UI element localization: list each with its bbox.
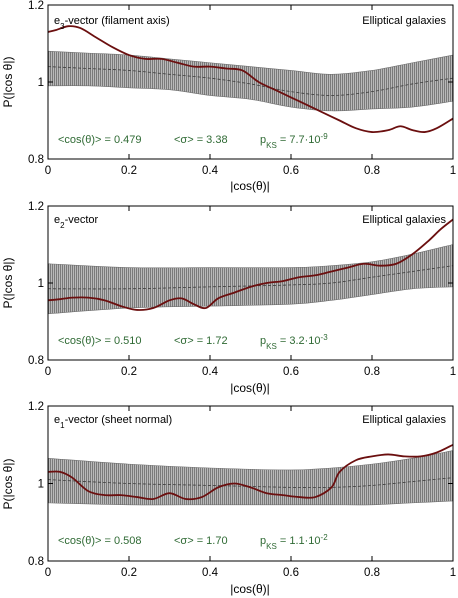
y-tick-label: 1: [38, 479, 44, 491]
y-tick-label: 1.2: [28, 201, 44, 213]
stat-pks: pKS = 7.7·10-9: [260, 132, 328, 150]
y-axis-label: P(|cos θ|): [1, 258, 15, 309]
y-tick-label: 0.8: [28, 154, 44, 166]
median-line: [47, 477, 454, 489]
y-tick-label: 1: [38, 278, 44, 290]
x-tick-label: 0.8: [364, 366, 380, 378]
galaxy-label: Elliptical galaxies: [362, 414, 446, 426]
x-tick-label: 0.2: [121, 567, 137, 579]
scatter-band: [48, 244, 453, 314]
x-tick-label: 0.8: [364, 165, 380, 177]
y-tick-label: 0.8: [28, 355, 44, 367]
band-lower-edge: [47, 500, 454, 506]
y-tick-label: 1.2: [28, 401, 44, 413]
x-tick-label: 0.4: [202, 567, 219, 579]
y-axis-label: P(|cos θ|): [1, 459, 15, 510]
data-line: [47, 218, 454, 311]
stat-sigma: <σ> = 1.72: [174, 335, 228, 347]
stat-mean: <cos(θ)> = 0.510: [58, 335, 141, 347]
x-tick-label: 0.6: [283, 567, 299, 579]
plot-area: 0 0.2 0.4 0.6 0.8 1 0.8 1 1.2: [28, 0, 456, 177]
y-tick-label: 1: [38, 77, 44, 89]
panel-e3: 0 0.2 0.4 0.6 0.8 1 0.8 1 1.2 e3-vector (filamen…: [1, 0, 456, 193]
y-axis-label: P(|cos θ|): [1, 57, 15, 108]
plot-area: 0 0.2 0.4 0.6 0.8 1 0.8 1 1.2: [28, 401, 456, 579]
x-tick-label: 0: [45, 165, 51, 177]
x-axis-label: |cos(θ)|: [230, 179, 270, 193]
median-line: [47, 265, 454, 290]
stat-mean: <cos(θ)> = 0.479: [58, 134, 141, 146]
data-line: [47, 25, 454, 133]
band-upper-edge: [47, 450, 454, 471]
galaxy-label: Elliptical galaxies: [362, 214, 446, 226]
panel-e2: 0 0.2 0.4 0.6 0.8 1 0.8 1 1.2 e2-vector Elliptic…: [1, 201, 456, 395]
x-axis-label: |cos(θ)|: [230, 381, 270, 395]
stat-sigma: <σ> = 1.70: [174, 535, 228, 547]
x-tick-label: 0: [45, 567, 51, 579]
x-tick-label: 0.4: [202, 366, 219, 378]
stat-pks: pKS = 3.2·10-3: [260, 333, 328, 351]
stat-pks: pKS = 1.1·10-2: [260, 533, 328, 551]
stat-sigma: <σ> = 3.38: [174, 134, 228, 146]
scatter-band: [48, 450, 453, 505]
band-upper-edge: [47, 50, 454, 75]
data-line: [47, 443, 454, 501]
x-tick-label: 0.2: [121, 366, 137, 378]
x-tick-label: 0.2: [121, 165, 137, 177]
x-tick-label: 0.8: [364, 567, 380, 579]
band-lower-edge: [47, 85, 454, 112]
panel-e1: 0 0.2 0.4 0.6 0.8 1 0.8 1 1.2 e1-vector (sheet n…: [1, 401, 456, 596]
x-tick-label: 1: [450, 567, 456, 579]
band-upper-edge: [47, 244, 454, 269]
x-tick-label: 0: [45, 366, 51, 378]
x-tick-label: 0.6: [283, 366, 299, 378]
y-tick-label: 0.8: [28, 556, 44, 568]
x-tick-label: 1: [450, 366, 456, 378]
galaxy-label: Elliptical galaxies: [362, 15, 446, 27]
x-tick-label: 0.6: [283, 165, 299, 177]
vector-label: e1-vector (sheet normal): [54, 414, 172, 430]
x-tick-label: 1: [450, 165, 456, 177]
x-tick-label: 0.4: [202, 165, 219, 177]
stat-mean: <cos(θ)> = 0.508: [58, 535, 141, 547]
plot-area: 0 0.2 0.4 0.6 0.8 1 0.8 1 1.2: [28, 201, 456, 378]
x-axis-label: |cos(θ)|: [230, 582, 270, 596]
vector-label: e3-vector (filament axis): [54, 15, 170, 31]
vector-label: e2-vector: [54, 214, 99, 230]
y-tick-label: 1.2: [28, 0, 44, 12]
scatter-band: [48, 51, 453, 111]
